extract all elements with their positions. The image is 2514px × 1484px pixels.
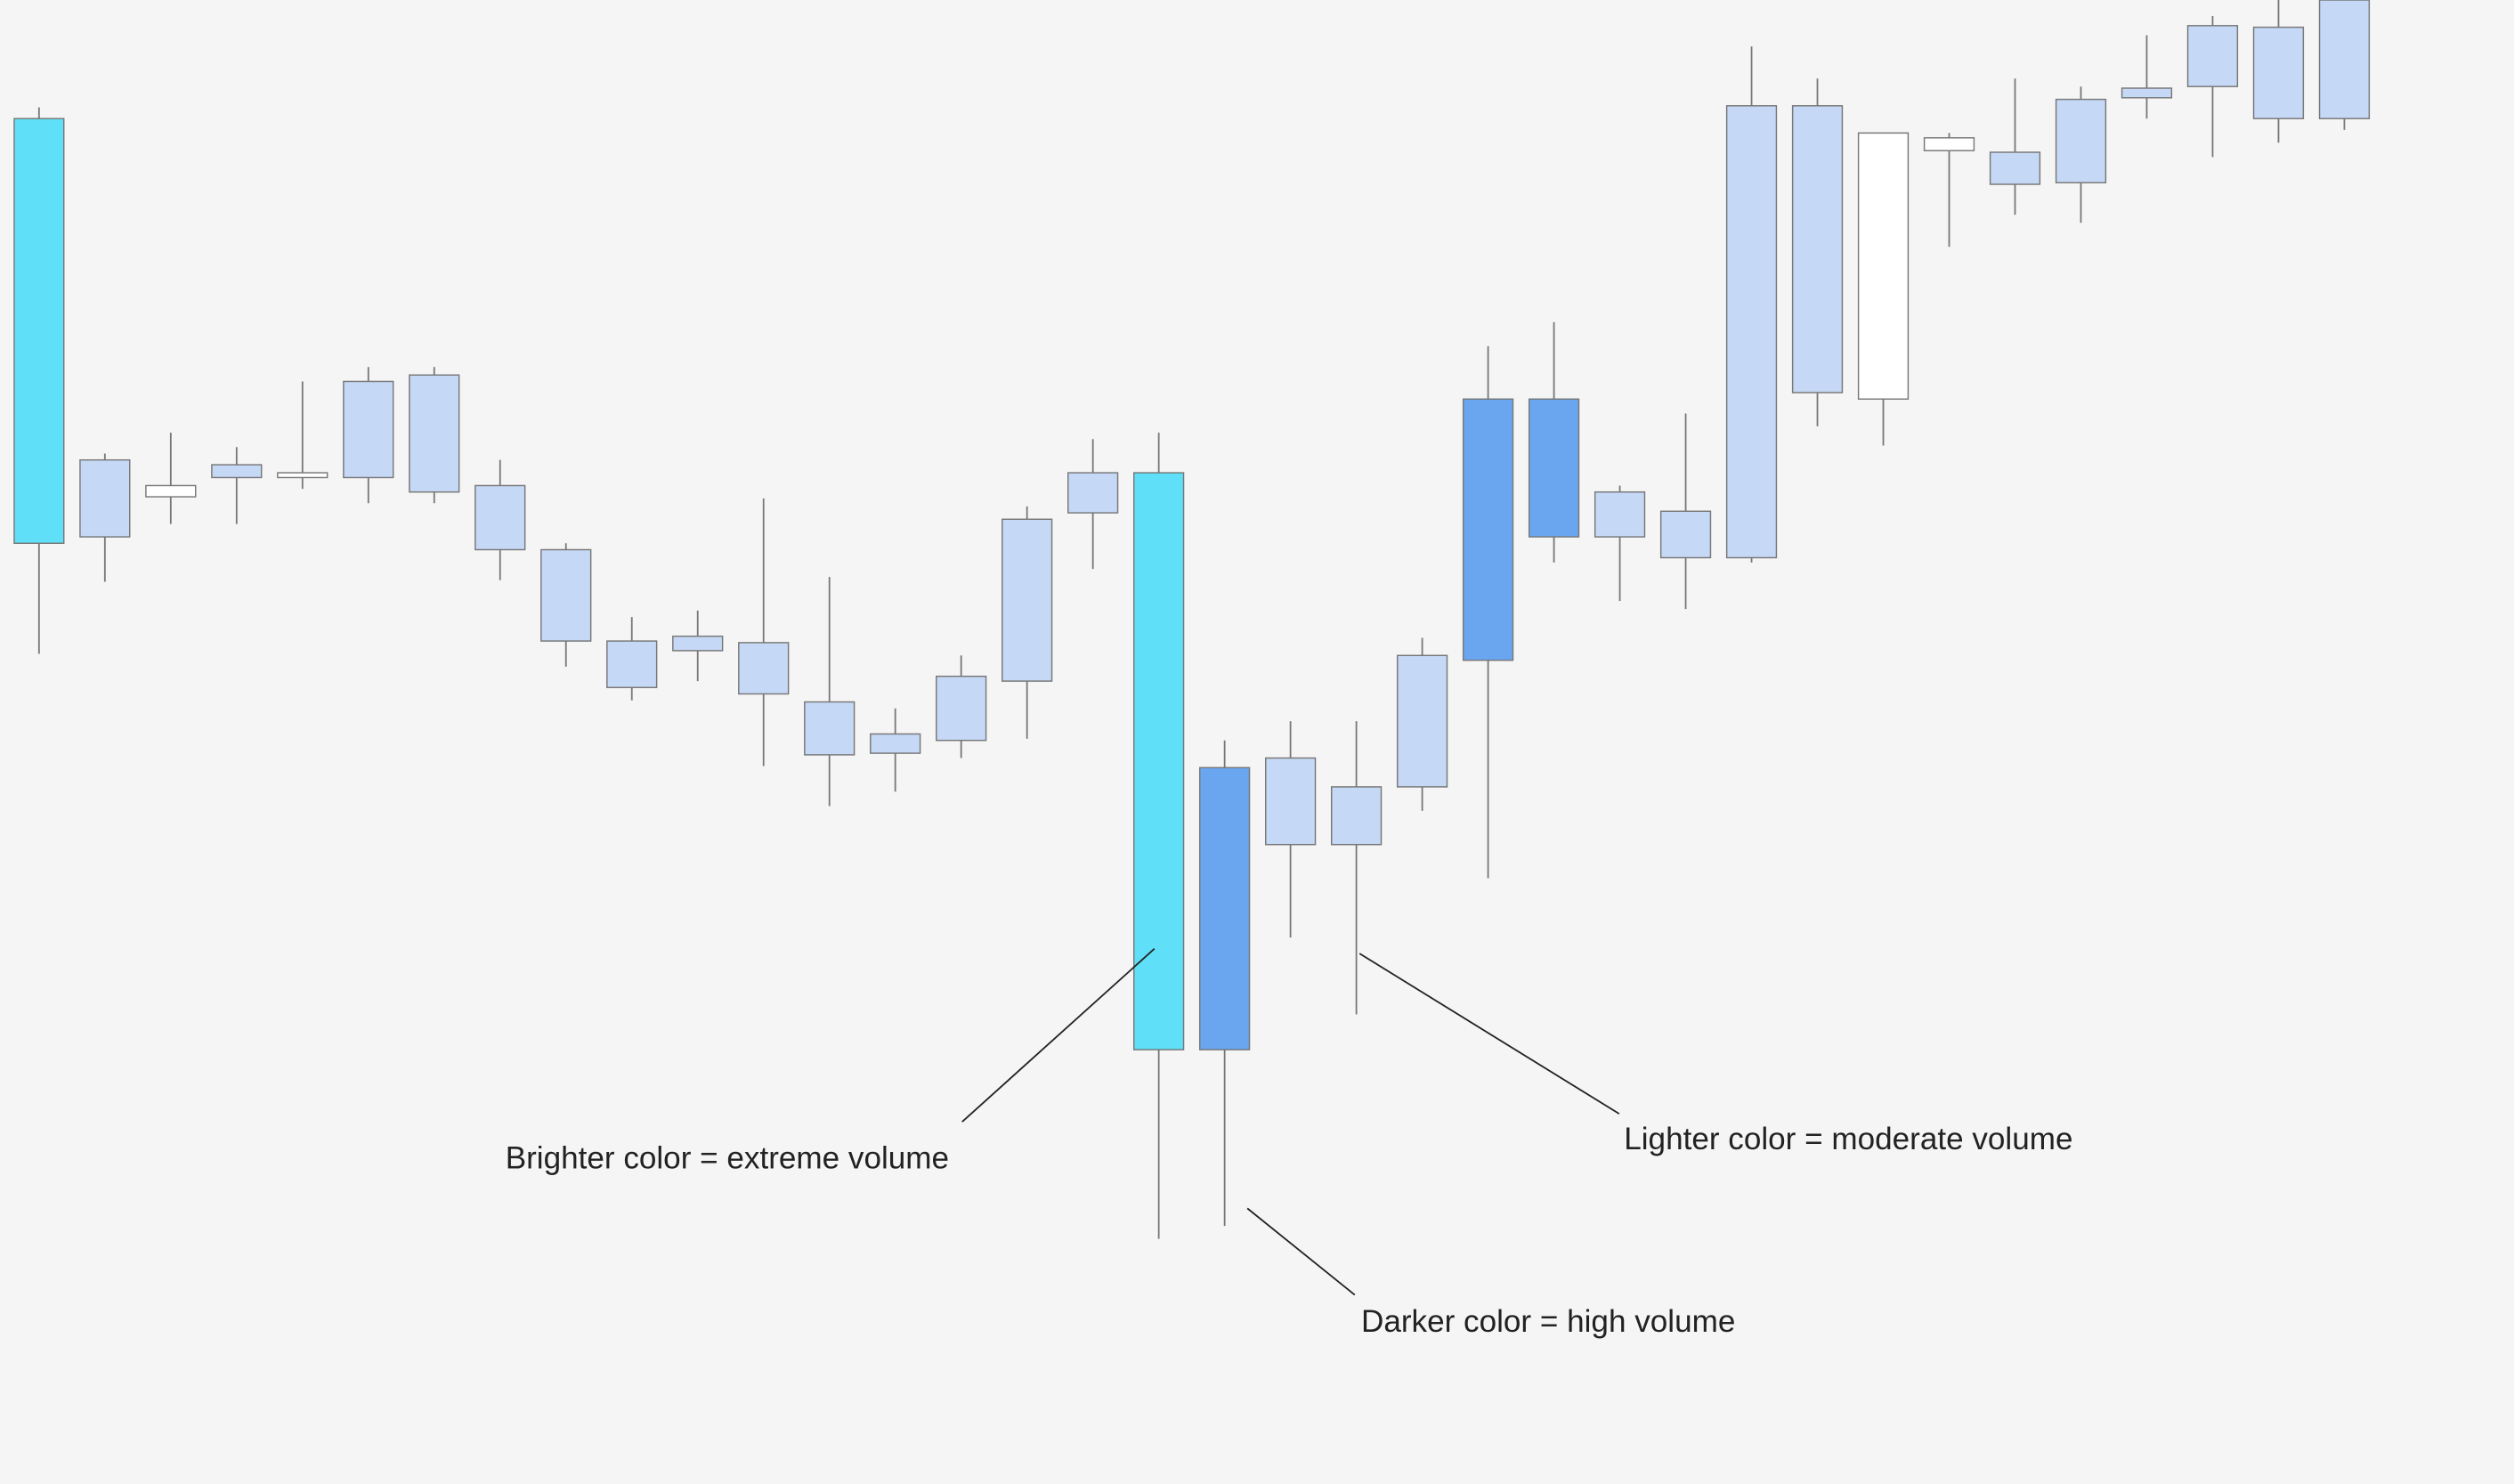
candle-body xyxy=(277,472,328,479)
candle-body xyxy=(409,374,460,493)
candle-body xyxy=(540,548,592,642)
candle-body xyxy=(1659,510,1712,559)
candles xyxy=(13,0,2371,1239)
candle-body xyxy=(1330,786,1383,846)
candle-body xyxy=(1923,137,1975,151)
candle-body xyxy=(2055,98,2107,183)
candle-body xyxy=(474,484,526,551)
candle-body xyxy=(13,118,65,544)
candle-body xyxy=(1067,472,1119,514)
candle-body xyxy=(804,701,856,756)
candle-body xyxy=(1002,518,1053,682)
candle-body xyxy=(145,484,197,498)
annotation: Brighter color = extreme volume xyxy=(506,1141,949,1176)
candle-body xyxy=(2121,87,2173,99)
leader-line xyxy=(1246,1207,1356,1296)
candle-body xyxy=(1133,472,1185,1050)
candle-body xyxy=(738,642,790,695)
candle-body xyxy=(1199,766,1251,1050)
candle-body xyxy=(211,464,263,479)
candle-body xyxy=(606,640,658,689)
candle-body xyxy=(1265,757,1317,846)
candle-body xyxy=(1989,151,2041,185)
leader-line xyxy=(961,948,1156,1123)
candle-body xyxy=(2252,26,2305,119)
candle-body xyxy=(1528,398,1580,538)
candle-body xyxy=(2318,0,2371,119)
candle-body xyxy=(936,675,987,742)
candle-body xyxy=(672,635,724,652)
candle-body xyxy=(1594,491,1646,538)
candle-body xyxy=(870,733,921,754)
candle-body xyxy=(2186,25,2239,87)
candle-body xyxy=(1396,654,1448,788)
candle-body xyxy=(1791,105,1844,393)
leader-line xyxy=(1358,953,1620,1115)
annotation: Lighter color = moderate volume xyxy=(1624,1122,2072,1156)
candle-body xyxy=(343,380,394,479)
candle-body xyxy=(1857,132,1910,400)
candle-body xyxy=(1462,398,1514,661)
candle-body xyxy=(79,458,131,538)
candle-body xyxy=(1725,105,1778,559)
annotation: Darker color = high volume xyxy=(1361,1304,1735,1339)
